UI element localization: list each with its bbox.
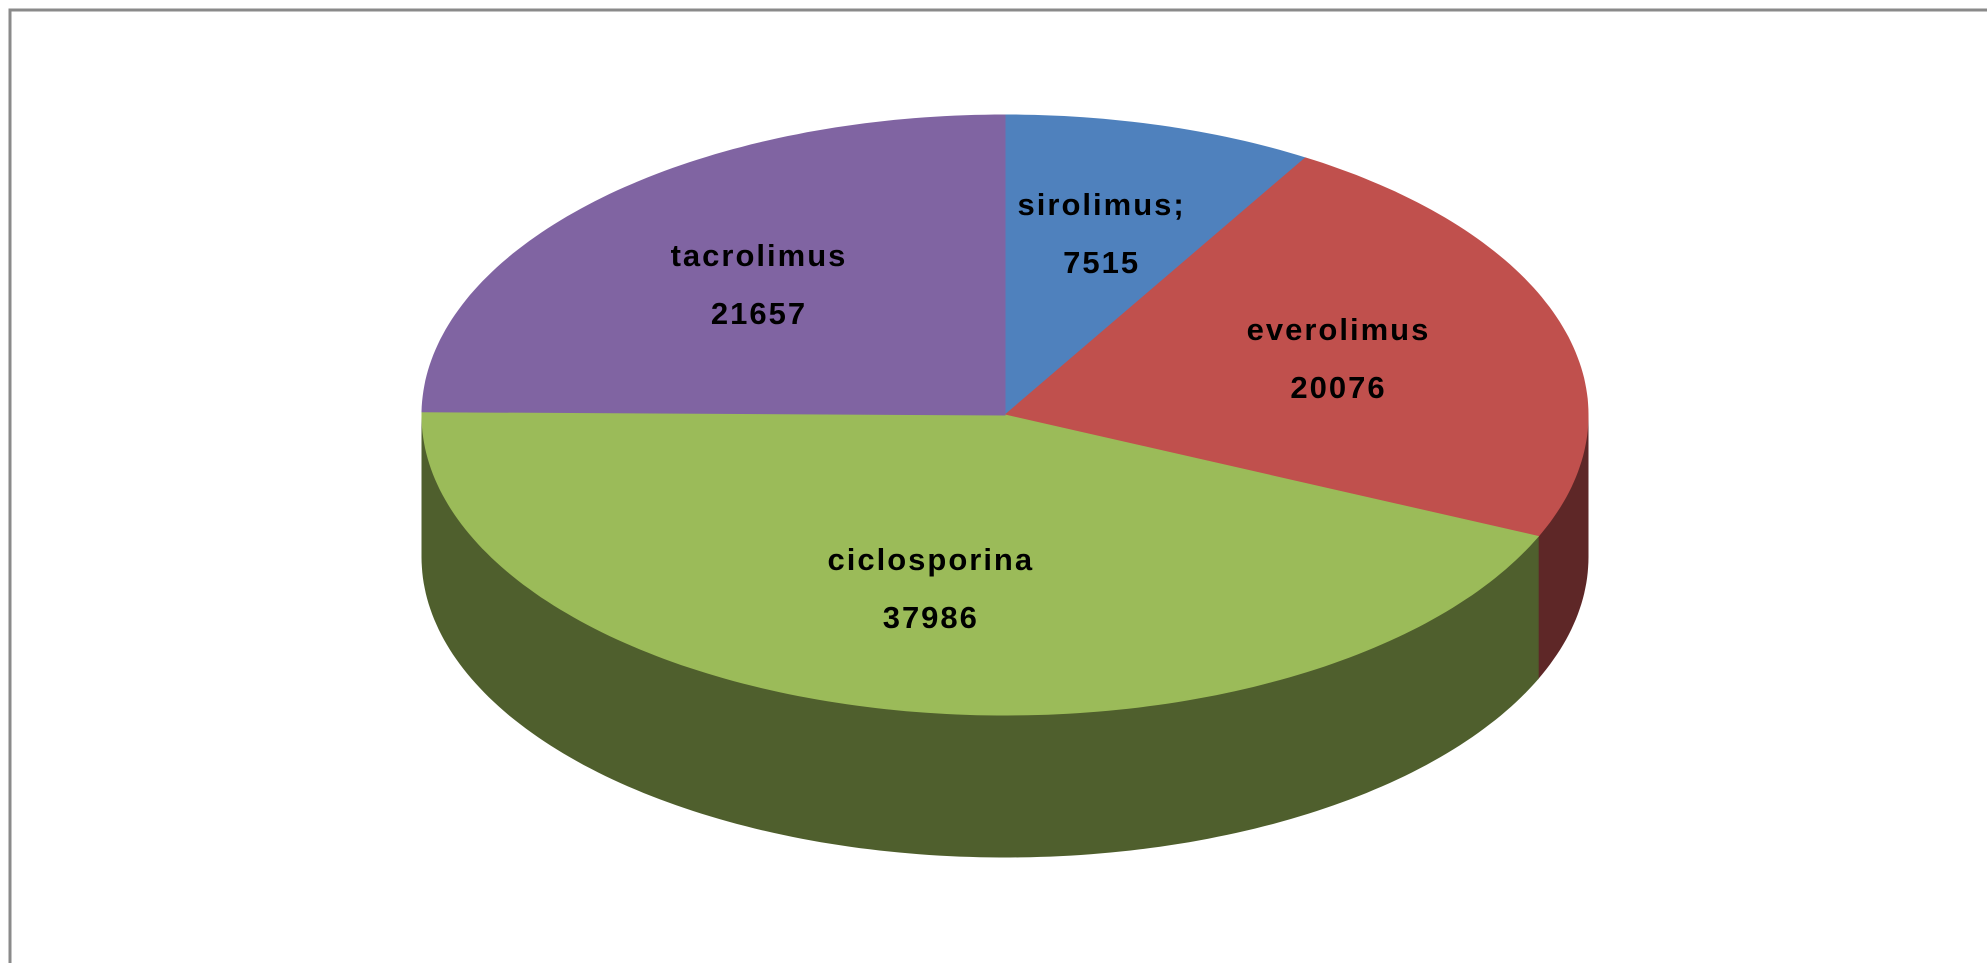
data-label-category: sirolimus;	[1018, 187, 1186, 222]
data-label-category: tacrolimus	[671, 238, 848, 273]
data-label-category: everolimus	[1247, 312, 1431, 347]
data-label-value: 20076	[1290, 370, 1386, 405]
pie-tops	[421, 114, 1589, 716]
data-label-value: 21657	[711, 296, 807, 331]
pie-slice	[1004, 114, 1307, 417]
pie-slice	[421, 411, 1540, 716]
data-labels: sirolimus; 7515 everolimus 20076 ciclosporin…	[671, 187, 1431, 635]
pie-slice	[421, 114, 1006, 416]
data-label-category: ciclosporina	[828, 542, 1035, 577]
data-label-value: 37986	[883, 600, 979, 635]
data-label-value: 7515	[1063, 245, 1140, 280]
pie-slice	[1003, 157, 1589, 537]
